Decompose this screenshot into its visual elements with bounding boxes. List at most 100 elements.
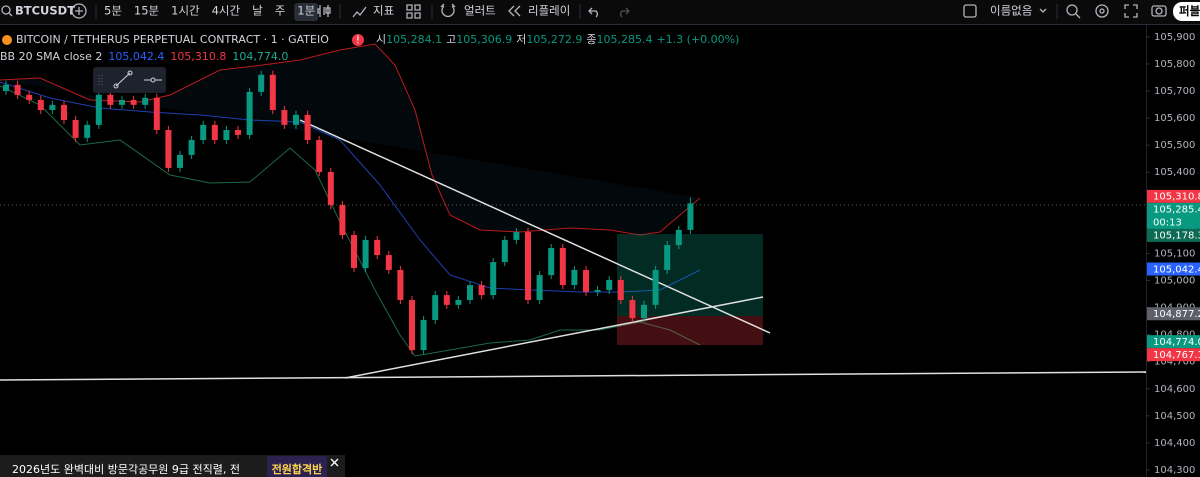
layout-chevron[interactable]: [1039, 8, 1047, 13]
interval-button[interactable]: 15분: [134, 4, 159, 18]
y-tick-label: 105,800: [1154, 59, 1195, 70]
fullscreen-button[interactable]: [1124, 4, 1138, 18]
trend-line[interactable]: [299, 119, 771, 334]
price-label-text: 105,285.4: [1153, 205, 1200, 216]
candle-body: [61, 104, 67, 121]
ohlc-value: 105,272.9: [526, 33, 582, 46]
ad-banner[interactable]: 2026년도 완벽대비 방문각공무원 9급 전직렬, 전 전원합격반: [0, 455, 345, 477]
warning-icon[interactable]: [352, 34, 364, 46]
y-tick-label: 104,600: [1154, 384, 1195, 395]
candle-body: [617, 279, 624, 300]
interval-button[interactable]: 주: [275, 4, 286, 18]
candle-body: [165, 130, 172, 168]
line-tool: [113, 83, 119, 89]
interval-button[interactable]: 4시간: [212, 4, 241, 18]
ohlc-values: 시105,284.1 고105,306.9 저105,272.9 종105,285.4…: [376, 33, 739, 46]
ad-close[interactable]: [330, 458, 339, 467]
candle-body: [583, 269, 589, 292]
publish-button[interactable]: [1173, 2, 1200, 21]
interval-active-bg: [294, 3, 319, 21]
symbol-logo: [2, 35, 12, 45]
alert-icon: [440, 3, 456, 18]
alert-button[interactable]: 얼러트: [464, 4, 496, 18]
candle-body: [641, 304, 647, 319]
ad-bg: [0, 455, 345, 477]
y-tick-label: 105,500: [1154, 140, 1195, 151]
y-tick-label: 104,300: [1154, 465, 1195, 476]
symbol[interactable]: BTCUSDT: [15, 4, 75, 18]
bb-basis: [0, 81, 701, 293]
candle-body: [188, 140, 195, 155]
candle-body: [223, 130, 230, 141]
candle-body: [455, 299, 462, 305]
bb-value: 105,310.8: [170, 50, 226, 63]
ad-badge: 전원합격반: [272, 462, 323, 476]
layout-name[interactable]: 이름없음: [990, 4, 1032, 18]
snapshot-button[interactable]: [1151, 5, 1167, 17]
interval-button[interactable]: 5분: [104, 4, 122, 18]
candle-body: [246, 91, 253, 135]
candle-body: [293, 114, 299, 125]
candle-body: [374, 239, 381, 256]
candle-body: [3, 84, 9, 92]
candle-body: [664, 245, 671, 270]
bb-value: 105,042.4: [108, 50, 164, 63]
candle-body: [478, 285, 485, 296]
candle-body: [153, 97, 160, 131]
interval-button[interactable]: 1시간: [171, 4, 200, 18]
candle-body: [142, 97, 149, 105]
toolbar-bg: [0, 0, 1200, 24]
price-label-text: 104,774.0: [1153, 337, 1200, 348]
search-icon: [8, 12, 13, 17]
candle-body: [107, 94, 114, 105]
ohlc-change: +1.3 (+0.00%): [656, 33, 739, 46]
interval-button[interactable]: 날: [252, 4, 263, 18]
candle-body: [443, 295, 450, 305]
templates-icon[interactable]: [406, 4, 421, 19]
redo-button[interactable]: [620, 7, 630, 18]
bb-fill: [0, 44, 700, 235]
publish-label[interactable]: 퍼블: [1179, 4, 1200, 18]
interval-button[interactable]: 1분: [297, 4, 315, 18]
replay-button[interactable]: 리플레이: [528, 4, 570, 18]
layout-checkbox[interactable]: [963, 4, 977, 18]
quick-search[interactable]: [1066, 4, 1078, 16]
candle-body: [409, 299, 415, 351]
bb-legend: BB 20 SMA close 2 105,042.4 105,310.8 104,7…: [0, 50, 288, 63]
indicators-button[interactable]: 지표: [373, 4, 394, 18]
candle-body: [467, 285, 473, 300]
y-tick-label: 105,700: [1154, 86, 1195, 97]
candle-body: [525, 232, 531, 300]
add-symbol: [75, 7, 83, 15]
candle-body: [501, 239, 508, 263]
candle-body: [281, 109, 288, 125]
settings-button: [1099, 8, 1105, 14]
search-icon[interactable]: [1, 5, 11, 15]
floating-toolbar[interactable]: [93, 67, 166, 93]
undo-button[interactable]: [588, 7, 598, 18]
price-label: [1147, 307, 1200, 321]
ohlc-label: 종: [586, 33, 596, 46]
replay-icon: [508, 5, 521, 17]
candle-body: [26, 94, 33, 100]
price-label: [1147, 228, 1200, 242]
support-line[interactable]: [0, 371, 1147, 381]
candle-body: [72, 120, 79, 138]
chart-type-icon[interactable]: [317, 5, 331, 17]
candle-body: [594, 289, 601, 292]
candle-body: [327, 171, 334, 205]
trend-line[interactable]: [344, 296, 764, 379]
add-symbol[interactable]: [71, 3, 87, 19]
candle-body: [177, 154, 183, 168]
ohlc-label: 저: [516, 33, 526, 46]
long-target-zone[interactable]: [617, 234, 763, 316]
legend: BITCOIN / TETHERUS PERPETUAL CONTRACT · …: [0, 33, 739, 93]
candle-body: [606, 279, 613, 290]
ad-text[interactable]: 2026년도 완벽대비 방문각공무원 9급 전직렬, 전: [12, 463, 240, 476]
candle-body: [351, 235, 357, 269]
y-tick-label: 105,100: [1154, 248, 1195, 259]
line-tool[interactable]: [115, 72, 131, 87]
candle-body: [339, 204, 346, 236]
settings-button[interactable]: [1095, 4, 1109, 18]
